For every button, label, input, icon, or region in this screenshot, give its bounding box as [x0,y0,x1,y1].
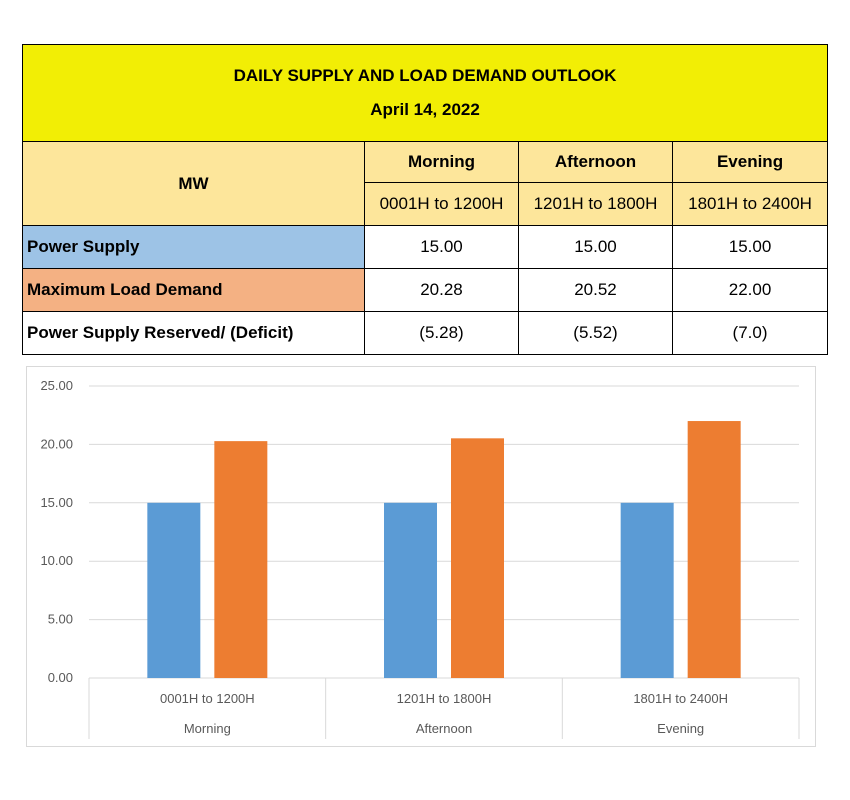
x-tick-label: 1201H to 1800H [397,691,492,706]
table-cell: 15.00 [518,225,673,269]
table-cell: (7.0) [671,311,829,355]
bar-chart: 0.00 5.00 10.00 15.00 20.00 25.00 0001H to 120… [40,378,800,739]
row-label-max-load-demand: Maximum Load Demand [22,268,365,312]
x-group-label: Evening [657,721,704,736]
range-afternoon: 1201H to 1800H [518,182,673,226]
y-tick-label: 0.00 [48,670,73,685]
table-cell: 20.52 [518,268,673,312]
x-tick-label: 1801H to 2400H [633,691,728,706]
period-afternoon: Afternoon [518,141,673,183]
bar-max-load-demand [451,438,504,678]
table-cell: (5.28) [364,311,519,355]
y-tick-label: 5.00 [48,612,73,627]
table-row: Power Supply 15.00 15.00 15.00 [22,225,829,269]
table-title: DAILY SUPPLY AND LOAD DEMAND OUTLOOK [233,66,617,85]
table-cell: 20.28 [364,268,519,312]
x-tick-label: 0001H to 1200H [160,691,255,706]
x-group-label: Morning [184,721,231,736]
y-tick-label: 10.00 [40,553,73,568]
bar-power-supply [384,502,437,678]
range-evening: 1801H to 2400H [671,182,829,226]
x-group-label: Afternoon [416,721,472,736]
y-tick-label: 25.00 [40,378,73,393]
period-evening: Evening [671,141,829,183]
range-morning: 0001H to 1200H [364,182,519,226]
table-cell: 15.00 [364,225,519,269]
bar-power-supply [147,502,201,678]
table-row: Power Supply Reserved/ (Deficit) (5.28) … [22,311,829,355]
title-banner: DAILY SUPPLY AND LOAD DEMAND OUTLOOK Apr… [21,44,829,142]
bar-max-load-demand [214,441,268,678]
bar-max-load-demand [687,421,741,678]
table-cell: (5.52) [518,311,673,355]
table-date: April 14, 2022 [370,100,480,119]
unit-header: MW [22,141,365,226]
chart-area: 0.00 5.00 10.00 15.00 20.00 25.00 0001H to 120… [26,366,816,747]
table-cell: 15.00 [671,225,829,269]
y-tick-label: 20.00 [40,436,73,451]
period-morning: Morning [364,141,519,183]
table-row: Maximum Load Demand 20.28 20.52 22.00 [22,268,829,312]
bar-power-supply [620,502,674,678]
row-label-power-supply: Power Supply [22,225,365,269]
table-cell: 22.00 [671,268,829,312]
outlook-table: DAILY SUPPLY AND LOAD DEMAND OUTLOOK Apr… [21,44,829,355]
row-label-reserve-deficit: Power Supply Reserved/ (Deficit) [22,311,365,355]
y-tick-label: 15.00 [40,495,73,510]
